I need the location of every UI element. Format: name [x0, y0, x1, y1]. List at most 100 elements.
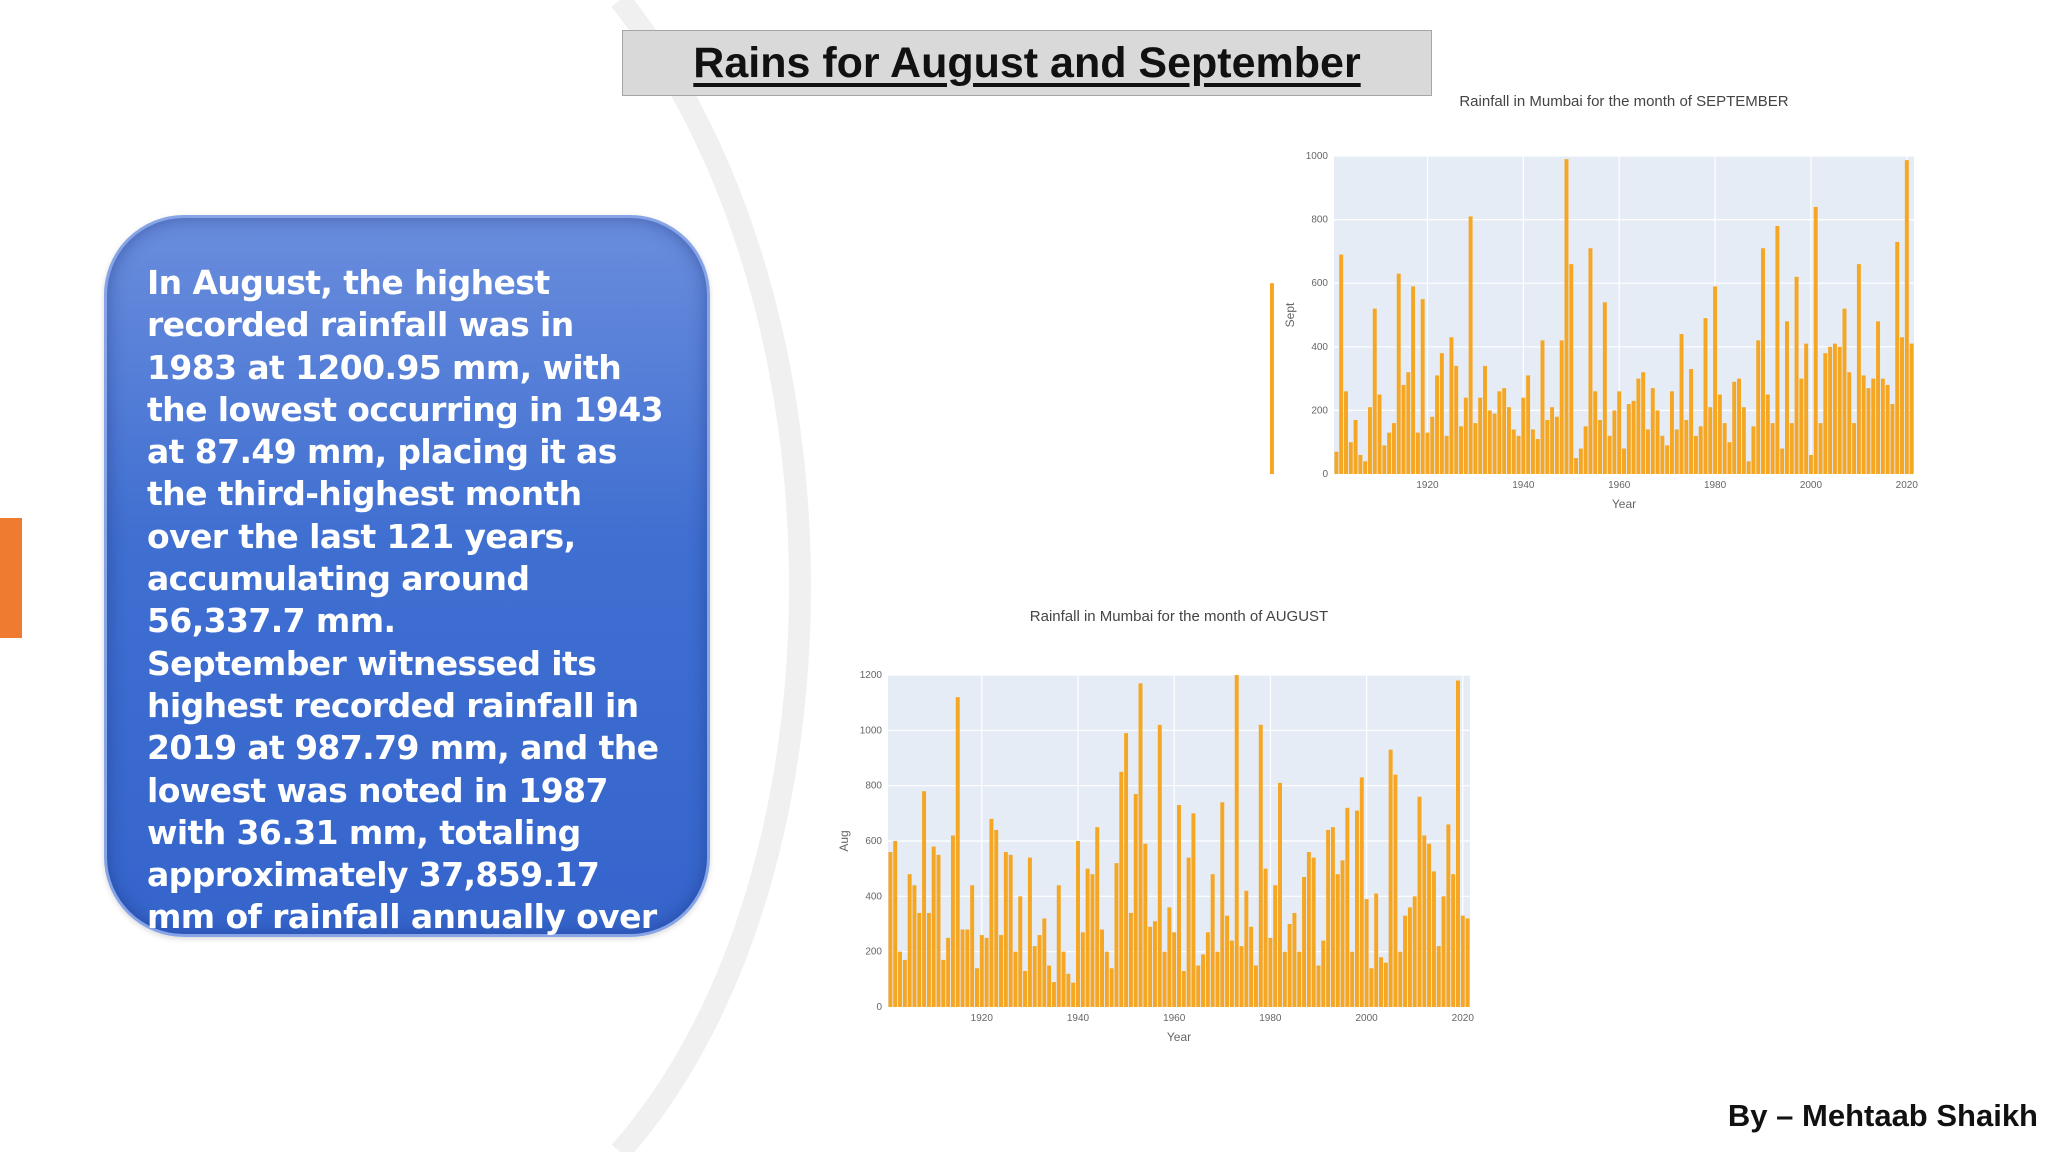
bar [1646, 429, 1650, 474]
bar [1832, 343, 1837, 474]
bar [1403, 915, 1408, 1007]
bar [1693, 435, 1698, 474]
bar [1727, 442, 1732, 474]
bar [1540, 340, 1545, 474]
bar [1463, 397, 1468, 474]
bar [1167, 907, 1172, 1007]
bar [965, 929, 970, 1007]
x-tick-label: 2020 [1896, 480, 1919, 491]
bar [1521, 397, 1526, 474]
x-tick-label: 1920 [1416, 480, 1439, 491]
bar [1511, 429, 1516, 474]
bar [1526, 375, 1531, 474]
bar [1420, 299, 1425, 474]
bar [1454, 365, 1459, 474]
bar [1225, 915, 1230, 1007]
bar [1502, 388, 1507, 474]
bar [1148, 926, 1153, 1007]
bar [1460, 915, 1465, 1007]
bar [1354, 810, 1359, 1007]
bar [1220, 802, 1225, 1007]
bar [1583, 426, 1588, 474]
bar [960, 929, 965, 1007]
y-tick-label: 1200 [860, 670, 883, 681]
bar [1152, 921, 1157, 1007]
bar [1348, 442, 1353, 474]
bar [1080, 932, 1085, 1007]
x-tick-label: 1980 [1704, 480, 1727, 491]
bar [1191, 813, 1196, 1007]
bar [1358, 454, 1363, 474]
bar [1340, 860, 1345, 1007]
bar [1363, 461, 1368, 474]
bar [1602, 302, 1607, 474]
bar [1249, 926, 1254, 1007]
bar [989, 818, 994, 1007]
bar [1076, 841, 1080, 1007]
bar [1732, 381, 1737, 474]
y-tick-label: 1000 [860, 725, 883, 736]
bar [1880, 378, 1885, 474]
bar [1866, 388, 1871, 474]
bar [1273, 885, 1278, 1007]
chart-august: Rainfall in Mumbai for the month of AUGU… [830, 603, 1490, 1053]
bar [1626, 404, 1631, 474]
bar [1885, 384, 1890, 474]
bar [955, 697, 960, 1007]
bar [1569, 264, 1574, 474]
bar [1436, 946, 1441, 1007]
bar [1095, 827, 1100, 1007]
bar [1856, 264, 1861, 474]
bar [1741, 407, 1746, 474]
y-tick-label: 600 [1311, 278, 1328, 289]
bar [1412, 896, 1417, 1007]
bar [950, 835, 955, 1007]
bar [1641, 372, 1646, 474]
bar [1201, 954, 1206, 1007]
bar [1037, 935, 1042, 1007]
bar [1119, 771, 1124, 1007]
bar [1837, 346, 1842, 474]
bar [1406, 372, 1411, 474]
bar [1382, 445, 1387, 474]
bar [1689, 369, 1694, 474]
x-tick-label: 2000 [1800, 480, 1823, 491]
bar [1794, 276, 1799, 474]
bar [926, 912, 931, 1007]
summary-box: In August, the highest recorded rainfall… [104, 215, 710, 979]
x-tick-label: 1960 [1163, 1013, 1186, 1024]
bar [946, 937, 951, 1007]
bar [922, 791, 927, 1007]
bar [1334, 451, 1339, 474]
bar [1574, 458, 1579, 474]
bar [1330, 827, 1335, 1007]
bar [1287, 924, 1292, 1007]
bar [1478, 397, 1483, 474]
bar [1422, 835, 1427, 1007]
bar [1545, 419, 1550, 474]
bar [1818, 423, 1823, 474]
bar [1842, 308, 1847, 474]
bar [1789, 423, 1794, 474]
y-axis-label: Aug [837, 830, 851, 851]
bar [1369, 968, 1374, 1007]
bar [1316, 965, 1321, 1007]
bar [1622, 448, 1626, 474]
x-tick-label: 1920 [971, 1013, 994, 1024]
bar [1374, 893, 1379, 1007]
chart-title: Rainfall in Mumbai for the month of SEPT… [1459, 93, 1788, 110]
chart-august-svg: Rainfall in Mumbai for the month of AUGU… [837, 608, 1474, 1044]
bar [1162, 951, 1167, 1007]
bar [1895, 241, 1900, 474]
bar [1564, 159, 1569, 474]
bar [1344, 391, 1348, 474]
bar [1032, 946, 1037, 1007]
bar [1770, 423, 1775, 474]
bar [1388, 749, 1393, 1007]
bar [1909, 343, 1914, 474]
bar [1379, 957, 1383, 1007]
bar [1684, 419, 1689, 474]
y-tick-label: 200 [865, 947, 882, 958]
bar [1578, 448, 1583, 474]
